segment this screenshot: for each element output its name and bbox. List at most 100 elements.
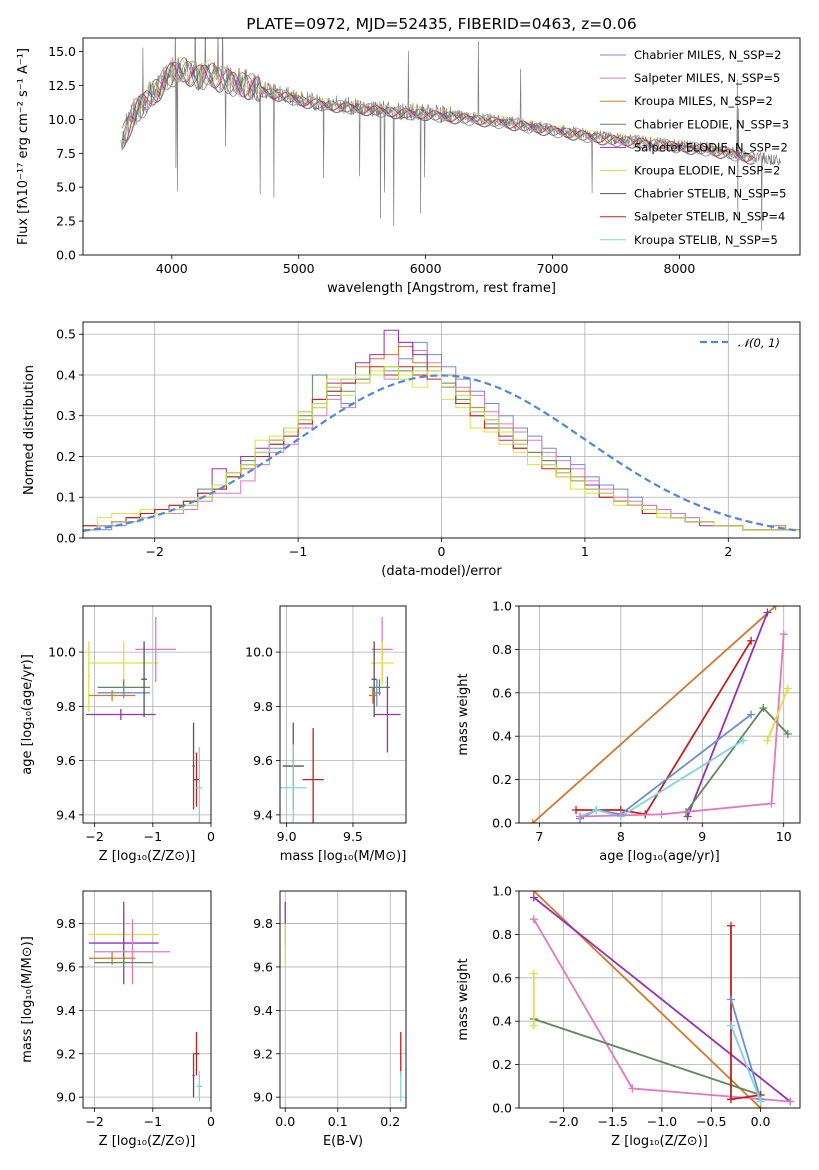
- legend-label: Salpeter ELODIE, N_SSP=2: [634, 140, 788, 154]
- panel-2: −2 −1 0 9.4 9.6 9.8 10.0 Z [log₁₀(Z/Z⊙)] age [lo…: [20, 605, 215, 864]
- model-fit-line: [121, 61, 755, 160]
- x-tick-label: 10: [776, 829, 792, 844]
- y-tick-label: 10.0: [48, 645, 76, 660]
- x-tick-label: 8000: [664, 261, 696, 276]
- plus-marker: [683, 812, 692, 821]
- model-fit-line: [121, 60, 755, 160]
- x-tick-label: 7: [535, 829, 543, 844]
- y-tick-label: 9.4: [253, 1003, 273, 1018]
- plus-marker: [529, 915, 538, 924]
- plot-area: [280, 891, 406, 1108]
- mass-weight-line: [730, 999, 762, 1100]
- y-tick-label: 1.0: [492, 599, 512, 614]
- x-tick-label: 2: [724, 544, 732, 559]
- panel-0: 4000 5000 6000 7000 8000 0.0 2.5 5.0 7.5 10.0 12.5…: [16, 15, 801, 296]
- x-tick-label: 0: [207, 1114, 215, 1129]
- x-axis-label: mass [log₁₀(M/M⊙)]: [280, 849, 407, 864]
- y-tick-label: 9.6: [56, 753, 76, 768]
- plot-area: [280, 606, 406, 823]
- x-axis-label: age [log₁₀(age/yr)]: [599, 849, 720, 864]
- y-tick-label: 7.5: [56, 146, 76, 161]
- plus-marker: [763, 736, 772, 745]
- x-tick-label: 0.0: [275, 1114, 295, 1129]
- x-tick-label: −2: [145, 544, 163, 559]
- y-tick-label: 0.2: [56, 449, 76, 464]
- x-tick-label: 6000: [410, 261, 442, 276]
- y-tick-label: 9.8: [56, 699, 76, 714]
- y-tick-label: 0.6: [492, 970, 512, 985]
- plus-marker: [628, 1084, 637, 1093]
- y-tick-label: 9.8: [56, 916, 76, 931]
- y-tick-label: 9.4: [56, 1003, 76, 1018]
- legend-label: Chabrier STELIB, N_SSP=5: [634, 187, 786, 201]
- axes-frame: [82, 37, 801, 256]
- plot-area: [120, 38, 782, 231]
- plus-marker: [783, 730, 792, 739]
- x-axis-label: Z [log₁₀(Z/Z⊙)]: [99, 1134, 196, 1149]
- legend-label: Salpeter STELIB, N_SSP=4: [634, 210, 785, 224]
- y-tick-label: 0.3: [56, 408, 76, 423]
- panel-3: 9.0 9.5 9.4 9.6 9.8 10.0 mass [log₁₀(M/M⊙)]: [245, 605, 407, 864]
- plus-marker: [726, 1021, 735, 1030]
- axes-frame: [82, 321, 801, 539]
- axes-frame: [279, 890, 407, 1109]
- x-tick-label: 9: [698, 829, 706, 844]
- y-tick-label: 9.4: [56, 807, 76, 822]
- y-tick-label: 10.0: [245, 645, 273, 660]
- y-axis-label: age [log₁₀(age/yr)]: [20, 654, 35, 775]
- chart-title: PLATE=0972, MJD=52435, FIBERID=0463, z=0…: [246, 15, 636, 33]
- x-tick-label: 5000: [283, 261, 315, 276]
- x-tick-label: 4000: [156, 261, 188, 276]
- y-tick-label: 0.4: [492, 729, 512, 744]
- y-tick-label: 0.8: [492, 642, 512, 657]
- legend-label: Kroupa MILES, N_SSP=2: [634, 94, 773, 108]
- normal-curve-line: [83, 374, 800, 532]
- y-tick-label: 0.4: [56, 367, 76, 382]
- mass-weight-line: [576, 640, 752, 816]
- plot-area: [83, 891, 211, 1108]
- y-axis-label: Flux [fλ10⁻¹⁷ erg cm⁻² s⁻¹ A⁻¹]: [16, 48, 31, 245]
- legend-label: Chabrier MILES, N_SSP=2: [634, 48, 781, 62]
- y-tick-label: 15.0: [48, 44, 76, 59]
- y-tick-label: 0.5: [56, 327, 76, 342]
- axes-frame: [279, 605, 407, 824]
- axes-frame: [518, 890, 801, 1109]
- plus-marker: [529, 1021, 538, 1030]
- mass-weight-line: [730, 1025, 762, 1102]
- plus-marker: [738, 736, 747, 745]
- plus-marker: [529, 893, 538, 902]
- y-tick-label: 9.6: [56, 959, 76, 974]
- plus-marker: [786, 1097, 795, 1106]
- plus-marker: [763, 608, 772, 617]
- y-tick-label: 9.4: [253, 807, 273, 822]
- y-tick-label: 9.2: [56, 1046, 76, 1061]
- y-axis-label: Normed distribution: [22, 365, 37, 495]
- x-tick-label: −2.0: [548, 1114, 578, 1129]
- y-tick-label: 9.8: [253, 699, 273, 714]
- plus-marker: [726, 921, 735, 930]
- y-tick-label: 0.0: [56, 248, 76, 263]
- y-tick-label: 0.8: [492, 927, 512, 942]
- y-axis-label: mass weight: [456, 958, 471, 1040]
- plus-marker: [576, 812, 585, 821]
- y-tick-label: 9.0: [56, 1090, 76, 1105]
- plus-marker: [616, 812, 625, 821]
- mass-weight-line: [579, 713, 752, 820]
- plus-marker: [657, 810, 666, 819]
- axes-frame: [518, 605, 801, 824]
- panel-7: −2.0 −1.5 −1.0 −0.5 0.0 0.0 0.2 0.4 0.6 0.8 1.0 Z […: [456, 884, 801, 1149]
- y-tick-label: 0.0: [56, 531, 76, 546]
- legend-label: Kroupa ELODIE, N_SSP=2: [634, 164, 780, 178]
- x-tick-label: 9.5: [343, 829, 363, 844]
- plus-marker: [592, 805, 601, 814]
- legend-label: Salpeter MILES, N_SSP=5: [634, 71, 780, 85]
- model-fit-line: [122, 62, 755, 163]
- plot-area: [83, 322, 800, 538]
- panel-4: 7 8 9 10 0.0 0.2 0.4 0.6 0.8 1.0 age [log₁₀(age/yr…: [456, 599, 801, 864]
- legend-label: 𝒩(0, 1): [738, 336, 780, 350]
- plus-marker: [726, 1095, 735, 1104]
- plus-marker: [779, 630, 788, 639]
- mass-weight-line: [686, 612, 769, 817]
- y-tick-label: 0.4: [492, 1014, 512, 1029]
